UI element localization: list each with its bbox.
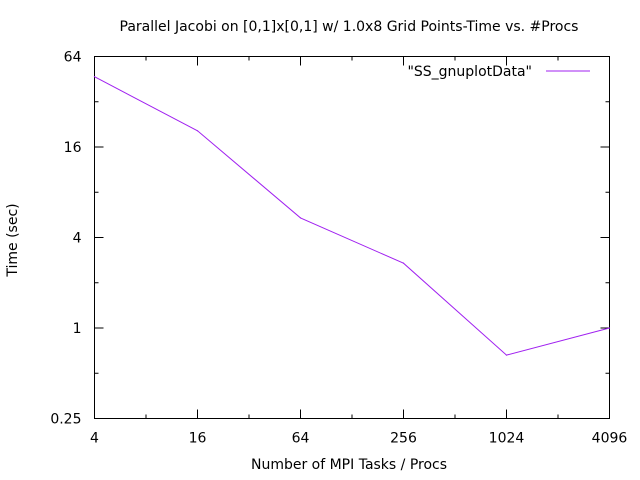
- x-tick-label: 64: [292, 431, 310, 447]
- legend: "SS_gnuplotData": [407, 64, 590, 80]
- x-tick-label: 4096: [592, 431, 628, 447]
- data-point: [93, 76, 96, 78]
- data-point: [608, 327, 611, 329]
- x-axis-title: Number of MPI Tasks / Procs: [251, 457, 447, 473]
- y-axis-title: Time (sec): [5, 203, 21, 277]
- x-tick-label: 16: [189, 431, 207, 447]
- legend-label: "SS_gnuplotData": [407, 64, 532, 80]
- series-layer: [93, 76, 611, 356]
- y-tick-label: 0.25: [50, 412, 81, 428]
- y-axis-ticks: 0.25 1 4 16 64: [50, 50, 610, 428]
- x-tick-label: 256: [390, 431, 417, 447]
- y-tick-label: 16: [64, 140, 82, 156]
- x-axis-ticks: 4 16 64 256 1024 4096: [90, 56, 628, 447]
- data-point: [402, 262, 405, 264]
- y-tick-label: 4: [73, 231, 82, 247]
- data-point: [196, 130, 199, 132]
- data-point: [299, 217, 302, 219]
- series-line: [94, 76, 610, 356]
- y-tick-label: 1: [73, 321, 82, 337]
- data-point: [505, 354, 508, 356]
- x-tick-label: 1024: [489, 431, 525, 447]
- chart-title: Parallel Jacobi on [0,1]x[0,1] w/ 1.0x8 …: [120, 19, 579, 35]
- x-tick-label: 4: [90, 431, 99, 447]
- plot-frame: [94, 56, 610, 419]
- y-tick-label: 64: [64, 50, 82, 66]
